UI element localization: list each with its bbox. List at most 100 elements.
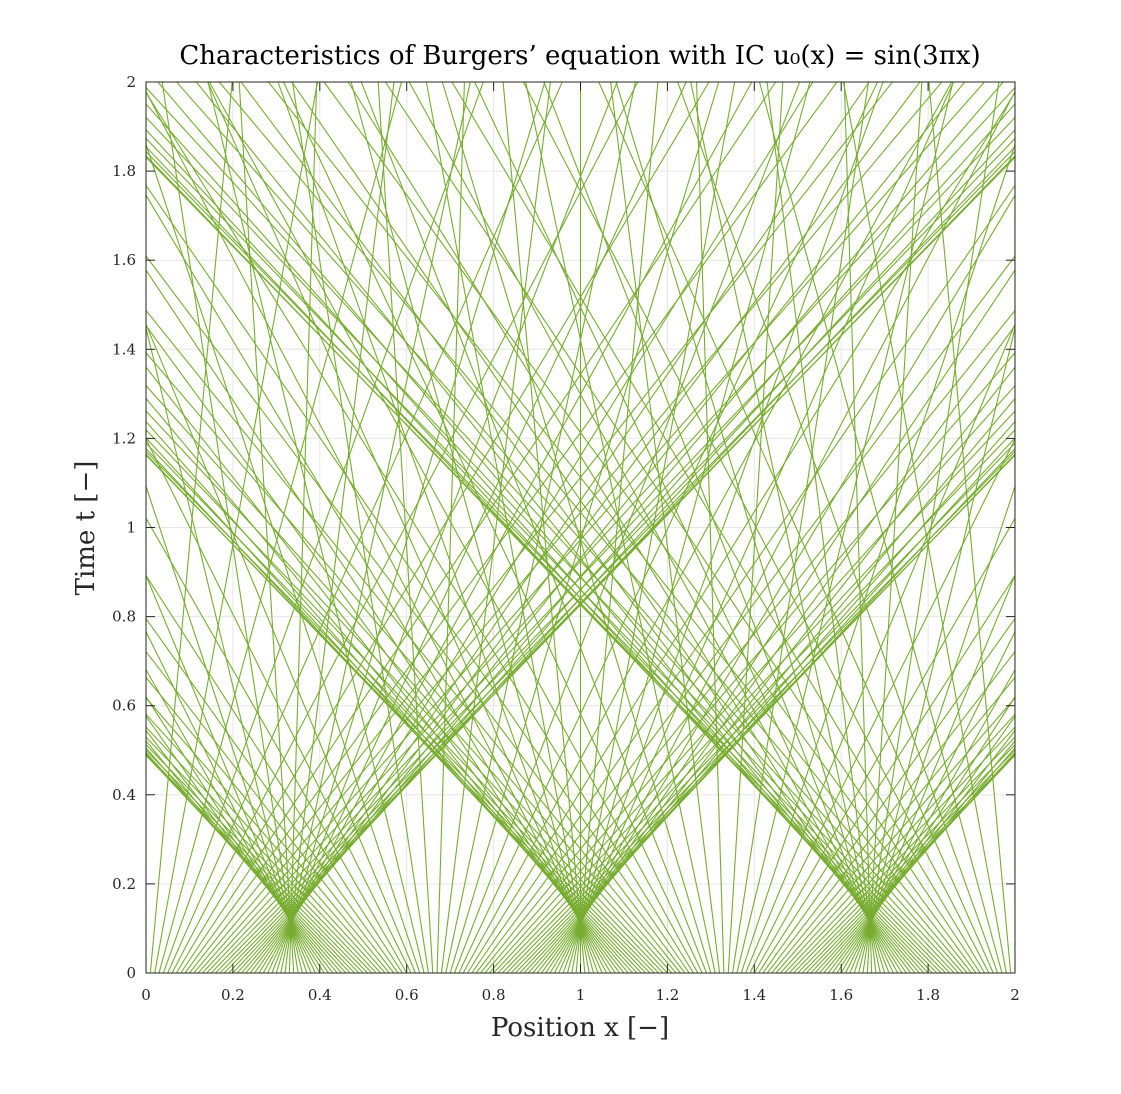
- characteristic-line: [832, 715, 1015, 973]
- characteristic-line: [146, 116, 955, 973]
- characteristic-line: [784, 726, 1015, 973]
- characteristic-line: [775, 697, 1015, 973]
- characteristic-line: [451, 82, 986, 973]
- characteristic-line: [845, 630, 1015, 973]
- characteristic-line: [540, 324, 1015, 973]
- characteristic-line: [146, 695, 325, 973]
- x-tick-label: 2: [1010, 986, 1020, 1004]
- characteristic-line: [206, 116, 1015, 973]
- characteristic-line: [146, 736, 373, 973]
- characteristic-line: [146, 255, 686, 973]
- y-tick-label: 0.8: [112, 608, 136, 626]
- x-tick-label: 1.6: [829, 986, 853, 1004]
- characteristic-line: [146, 145, 933, 973]
- y-tick-labels: 0 0.2 0.4 0.6 0.8 1 1.2 1.4 1.6 1.8 2: [112, 73, 136, 982]
- characteristic-line: [840, 668, 1015, 973]
- y-tick-label: 1.4: [112, 340, 136, 358]
- characteristic-line: [858, 325, 1015, 973]
- characteristic-line: [146, 428, 664, 973]
- characteristic-line: [146, 86, 959, 973]
- characteristic-line: [471, 184, 1015, 973]
- characteristic-line: [545, 269, 1015, 973]
- characteristic-line: [853, 484, 1015, 973]
- characteristic-line: [762, 617, 1015, 973]
- characteristic-line: [408, 82, 899, 973]
- characteristic-line: [146, 650, 395, 973]
- y-tick-label: 0.4: [112, 786, 136, 804]
- characteristic-line: [146, 269, 616, 973]
- characteristic-line: [167, 82, 563, 973]
- y-tick-label: 0: [126, 964, 136, 982]
- characteristic-line: [208, 82, 699, 973]
- characteristic-line: [146, 484, 308, 973]
- characteristic-line: [245, 82, 966, 973]
- characteristic-line: [291, 82, 907, 973]
- characteristic-line: [522, 82, 990, 973]
- characteristic-line: [514, 453, 1015, 973]
- characteristic-line: [277, 82, 599, 973]
- characteristic-line: [146, 743, 368, 973]
- characteristic-line: [467, 91, 1015, 973]
- characteristic-line: [240, 82, 912, 973]
- characteristic-line: [146, 309, 681, 973]
- characteristic-line: [480, 309, 1015, 973]
- characteristic-line: [254, 82, 870, 973]
- y-axis-label: Time t [−]: [71, 461, 101, 596]
- characteristic-line: [158, 82, 403, 973]
- chart-title: Characteristics of Burgers’ equation wit…: [179, 41, 980, 71]
- x-tick-label: 1.4: [742, 986, 766, 1004]
- characteristic-line: [347, 82, 903, 973]
- characteristic-line: [779, 713, 1015, 973]
- characteristic-line: [146, 154, 938, 973]
- characteristic-line: [827, 729, 1015, 973]
- characteristic-line: [575, 82, 659, 973]
- characteristic-line: [436, 82, 465, 973]
- characteristic-line: [146, 617, 399, 973]
- characteristic-line: [146, 573, 312, 973]
- characteristic-line: [610, 82, 721, 973]
- characteristic-line: [615, 82, 886, 973]
- characteristic-line: [819, 747, 1015, 973]
- characteristic-line: [218, 82, 968, 973]
- characteristic-line: [690, 82, 881, 973]
- characteristic-line: [280, 82, 471, 973]
- characteristic-line: [736, 82, 954, 973]
- characteristic-line: [766, 650, 1015, 973]
- characteristic-line: [146, 668, 321, 973]
- characteristic-line: [146, 351, 677, 973]
- characteristic-line: [766, 82, 877, 973]
- characteristic-line: [527, 420, 1015, 973]
- x-tick-label: 0.2: [221, 986, 245, 1004]
- characteristic-line: [449, 82, 720, 973]
- characteristic-line: [271, 82, 618, 973]
- characteristic-line: [215, 150, 1015, 973]
- characteristic-line: [146, 442, 660, 973]
- characteristic-line: [842, 82, 1007, 973]
- characteristic-line: [677, 82, 999, 973]
- characteristic-line: [350, 82, 595, 973]
- axis-ticks: [145, 81, 1016, 974]
- x-tick-labels: 0 0.2 0.4 0.6 0.8 1 1.2 1.4 1.6 1.8 2: [141, 986, 1020, 1004]
- characteristic-line: [146, 752, 360, 973]
- characteristic-line: [484, 351, 1015, 973]
- characteristic-line: [258, 82, 814, 973]
- characteristic-line: [146, 454, 651, 973]
- characteristic-line: [241, 82, 1004, 973]
- characteristic-line: [475, 255, 1015, 973]
- characteristic-line: [238, 82, 295, 973]
- characteristic-line: [162, 82, 484, 973]
- characteristic-line: [474, 82, 894, 973]
- x-tick-label: 1.8: [916, 986, 940, 1004]
- characteristic-line: [207, 82, 603, 973]
- y-tick-label: 1.6: [112, 251, 136, 269]
- characteristic-line: [836, 695, 1015, 973]
- characteristic-line: [146, 184, 690, 973]
- characteristic-line: [146, 726, 377, 973]
- characteristic-line: [146, 137, 951, 973]
- characteristic-line: [146, 574, 403, 973]
- characteristic-line: [146, 697, 386, 973]
- characteristic-line: [146, 630, 316, 973]
- characteristic-line: [814, 751, 1015, 973]
- characteristic-line: [146, 450, 655, 973]
- characteristic-line: [440, 82, 551, 973]
